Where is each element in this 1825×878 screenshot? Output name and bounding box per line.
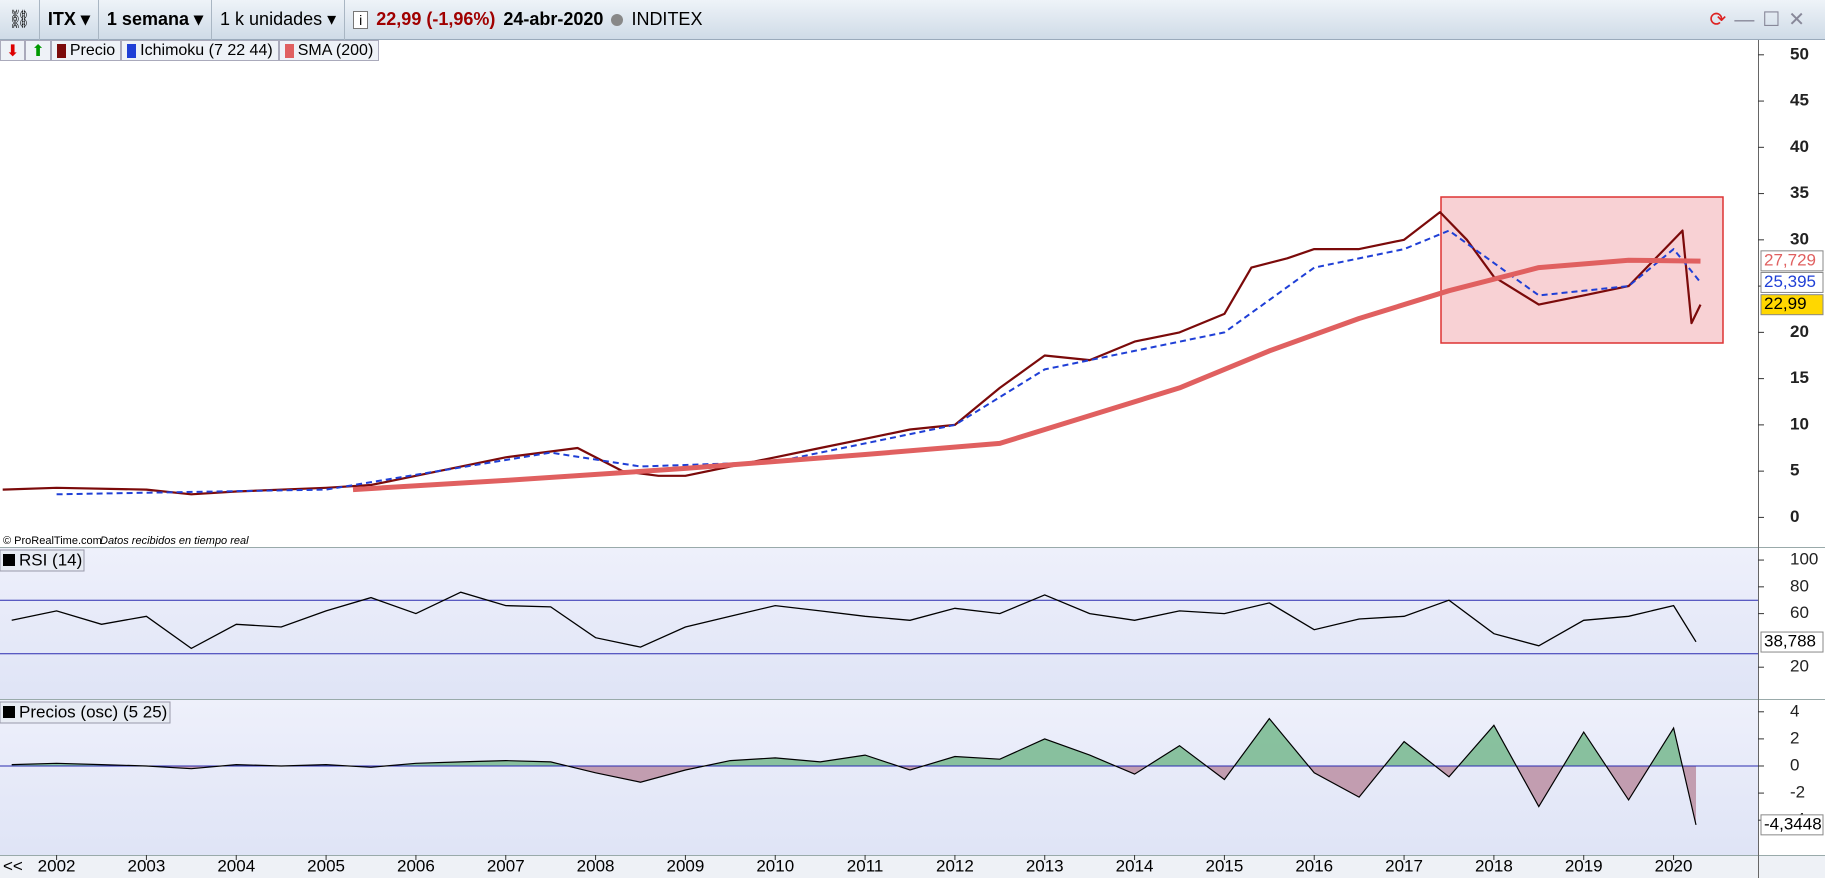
period[interactable]: 1 semana ▾ [99, 0, 213, 40]
y-tick-label: 4 [1790, 701, 1799, 720]
units[interactable]: 1 k unidades ▾ [212, 0, 346, 40]
period-text: 1 semana [106, 9, 189, 29]
panel-title: Precios (osc) (5 25) [19, 702, 167, 721]
credit: © ProRealTime.com [3, 535, 102, 547]
y-tick-label: 2 [1790, 728, 1799, 747]
up-button[interactable]: ⬆ [25, 40, 51, 61]
panel-swatch [3, 554, 15, 566]
panel-swatch [3, 706, 15, 718]
series-line [56, 229, 1702, 496]
right-axis [1758, 40, 1825, 855]
down-button[interactable]: ⬇ [0, 40, 26, 61]
rsi-line [11, 591, 1697, 650]
y-tick-label: 5 [1790, 461, 1799, 480]
y-tick-label: 100 [1790, 550, 1818, 569]
legend-label: Ichimoku (7 22 44) [140, 41, 273, 59]
legend-item[interactable]: Ichimoku (7 22 44) [121, 40, 279, 61]
x-tick-label: 2009 [666, 856, 704, 875]
y-tick-label: 20 [1790, 322, 1809, 341]
y-tick-label: 0 [1790, 755, 1799, 774]
nav-button[interactable]: << [3, 856, 23, 875]
y-tick-label: 60 [1790, 603, 1809, 622]
last-value-label: 25,395 [1764, 272, 1816, 291]
x-tick-label: 2018 [1475, 856, 1513, 875]
link-icon[interactable]: ⛓ [0, 0, 40, 40]
y-tick-label: 80 [1790, 576, 1809, 595]
x-tick-label: 2013 [1026, 856, 1064, 875]
legend-label: SMA (200) [297, 41, 374, 59]
price-change: 22,99 (-1,96%) [376, 9, 496, 29]
y-tick-label: 20 [1790, 657, 1809, 676]
x-tick-label: 2007 [487, 856, 525, 875]
window-controls[interactable]: ⟳—☐✕ [1709, 9, 1813, 31]
toolbar: ⛓ ITX ▾ 1 semana ▾ 1 k unidades ▾ i 22,9… [0, 0, 1825, 40]
x-tick-label: 2005 [307, 856, 345, 875]
x-tick-label: 2017 [1385, 856, 1423, 875]
y-tick-label: 15 [1790, 368, 1809, 387]
last-value-label: 27,729 [1764, 250, 1816, 269]
legend-label: Precio [69, 41, 116, 59]
status-dot [611, 13, 624, 26]
last-value-label: 38,788 [1764, 632, 1816, 651]
x-tick-label: 2006 [397, 856, 435, 875]
highlight-box [1440, 196, 1724, 344]
legend-swatch [56, 43, 66, 58]
x-tick-label: 2011 [847, 856, 884, 875]
rsi-panel [0, 548, 1758, 699]
area-negative [145, 765, 1697, 825]
quote: i 22,99 (-1,96%) 24-abr-2020 INDITEX [345, 0, 710, 40]
last-value-box [1760, 814, 1824, 836]
last-value-label: 22,99 [1764, 294, 1807, 313]
x-tick-label: 2016 [1295, 856, 1333, 875]
x-tick-label: 2010 [756, 856, 794, 875]
series-line [2, 211, 1702, 496]
x-tick-label: 2008 [577, 856, 615, 875]
x-tick-label: 2002 [38, 856, 76, 875]
last-value-box [1760, 271, 1824, 293]
y-tick-label: 35 [1790, 183, 1809, 202]
y-tick-label: 0 [1790, 507, 1799, 526]
last-value-box [1760, 250, 1824, 272]
panel-header [0, 549, 85, 572]
x-tick-label: 2012 [936, 856, 974, 875]
x-axis [0, 855, 1825, 878]
legend: ⬇ ⬆ Precio Ichimoku (7 22 44) SMA (200) [0, 40, 380, 61]
credit-note: Datos recibidos en tiempo real [100, 535, 249, 547]
last-value-box [1760, 631, 1824, 653]
price-panel [0, 40, 1758, 548]
last-value-label: -4,3448 [1764, 814, 1822, 833]
x-tick-label: 2004 [217, 856, 255, 875]
series-line [352, 257, 1701, 493]
symbol-text: ITX [47, 9, 76, 29]
osc-panel [0, 700, 1758, 855]
legend-swatch [284, 43, 294, 58]
last-value-box [1760, 294, 1824, 316]
panel-title: RSI (14) [19, 550, 82, 569]
x-tick-label: 2019 [1565, 856, 1603, 875]
units-text: 1 k unidades [220, 9, 323, 29]
y-tick-label: 45 [1790, 91, 1809, 110]
symbol[interactable]: ITX ▾ [40, 0, 99, 40]
x-tick-label: 2020 [1655, 856, 1693, 875]
x-tick-label: 2014 [1116, 856, 1154, 875]
legend-swatch [127, 43, 137, 58]
y-tick-label: -2 [1790, 783, 1805, 802]
osc-line [11, 717, 1697, 826]
panel-header [0, 701, 171, 724]
legend-item[interactable]: Precio [50, 40, 122, 61]
instrument-name: INDITEX [631, 9, 703, 29]
area-positive [11, 718, 1697, 766]
legend-item[interactable]: SMA (200) [278, 40, 380, 61]
y-tick-label: 40 [1790, 137, 1809, 156]
y-tick-label: 30 [1790, 229, 1809, 248]
info-icon[interactable]: i [353, 10, 369, 29]
y-tick-label: 50 [1790, 44, 1809, 63]
y-tick-label: 10 [1790, 414, 1809, 433]
x-tick-label: 2015 [1205, 856, 1243, 875]
date: 24-abr-2020 [503, 9, 604, 29]
x-tick-label: 2003 [128, 856, 166, 875]
